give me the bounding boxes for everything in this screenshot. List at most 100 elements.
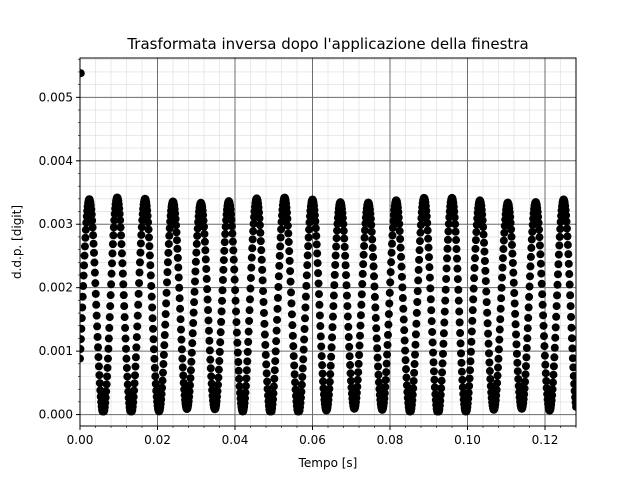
- data-point: [149, 335, 158, 344]
- data-point: [454, 285, 463, 294]
- data-point: [428, 338, 437, 347]
- data-point: [318, 361, 327, 370]
- data-point: [80, 242, 89, 251]
- data-point: [568, 344, 576, 353]
- data-point: [259, 298, 268, 307]
- data-point: [540, 351, 549, 360]
- data-point: [346, 376, 355, 385]
- data-point: [263, 384, 272, 393]
- data-point: [202, 274, 211, 283]
- data-point: [130, 379, 139, 388]
- data-point: [395, 227, 404, 236]
- data-point: [538, 300, 547, 309]
- data-point: [387, 248, 396, 257]
- data-point: [450, 207, 459, 216]
- data-point: [218, 275, 227, 284]
- data-point: [355, 341, 364, 350]
- data-point: [372, 324, 381, 333]
- data-point: [106, 302, 115, 311]
- data-point: [382, 368, 391, 377]
- x-tick-label: 0.02: [144, 433, 171, 447]
- data-point: [480, 247, 489, 256]
- data-point: [567, 323, 576, 332]
- data-point: [221, 222, 230, 231]
- data-point: [397, 252, 406, 261]
- data-point: [93, 322, 102, 331]
- data-point: [123, 372, 132, 381]
- data-point: [217, 317, 226, 326]
- data-point: [88, 223, 97, 232]
- data-point: [302, 281, 311, 290]
- data-point: [572, 402, 576, 411]
- data-point: [340, 242, 349, 251]
- data-point: [255, 221, 264, 230]
- data-point: [189, 319, 198, 328]
- data-point: [548, 391, 557, 400]
- data-point: [522, 344, 531, 353]
- data-point: [333, 226, 342, 235]
- data-point: [539, 321, 548, 330]
- data-point: [235, 382, 244, 391]
- data-point: [458, 375, 467, 384]
- data-point: [288, 331, 297, 340]
- data-point: [409, 376, 418, 385]
- data-point: [94, 353, 103, 362]
- data-point: [80, 314, 86, 323]
- data-point: [192, 239, 201, 248]
- data-point: [186, 381, 195, 390]
- data-point: [272, 337, 281, 346]
- data-point: [570, 386, 576, 395]
- data-point: [103, 372, 112, 381]
- data-point: [509, 268, 518, 277]
- data-point: [193, 224, 202, 233]
- data-point: [346, 361, 355, 370]
- data-point: [514, 374, 523, 383]
- data-point: [326, 370, 335, 379]
- data-point: [345, 342, 354, 351]
- data-point: [441, 296, 450, 305]
- data-point: [92, 311, 101, 320]
- data-point: [479, 223, 488, 232]
- data-point: [457, 367, 466, 376]
- data-point: [325, 384, 334, 393]
- data-point: [499, 236, 508, 245]
- data-point: [526, 252, 535, 261]
- data-point: [400, 336, 409, 345]
- data-point: [256, 228, 265, 237]
- data-point: [428, 327, 437, 336]
- data-point: [187, 348, 196, 357]
- data-point: [387, 258, 396, 267]
- data-point: [478, 216, 487, 225]
- data-point: [149, 324, 158, 333]
- data-point: [369, 272, 378, 281]
- data-point: [492, 385, 501, 394]
- data-point: [542, 376, 551, 385]
- data-point: [486, 382, 495, 391]
- data-point: [413, 298, 422, 307]
- data-point: [331, 260, 340, 269]
- data-point: [536, 250, 545, 259]
- data-point: [562, 224, 571, 233]
- data-point: [247, 253, 256, 262]
- data-point: [121, 323, 130, 332]
- data-point: [286, 267, 295, 276]
- data-point: [303, 251, 312, 260]
- data-point: [437, 376, 446, 385]
- data-point: [311, 224, 320, 233]
- data-point: [539, 332, 548, 341]
- data-point: [231, 296, 240, 305]
- data-point: [381, 382, 390, 391]
- data-point: [429, 367, 438, 376]
- data-point: [451, 227, 460, 236]
- data-point: [216, 338, 225, 347]
- data-point: [385, 288, 394, 297]
- data-point: [129, 392, 138, 401]
- data-point: [381, 375, 390, 384]
- data-point: [241, 394, 250, 403]
- data-point: [499, 245, 508, 254]
- data-point: [394, 213, 403, 222]
- data-point: [92, 300, 101, 309]
- data-point: [440, 307, 449, 316]
- data-point: [173, 244, 182, 253]
- data-point: [87, 210, 96, 219]
